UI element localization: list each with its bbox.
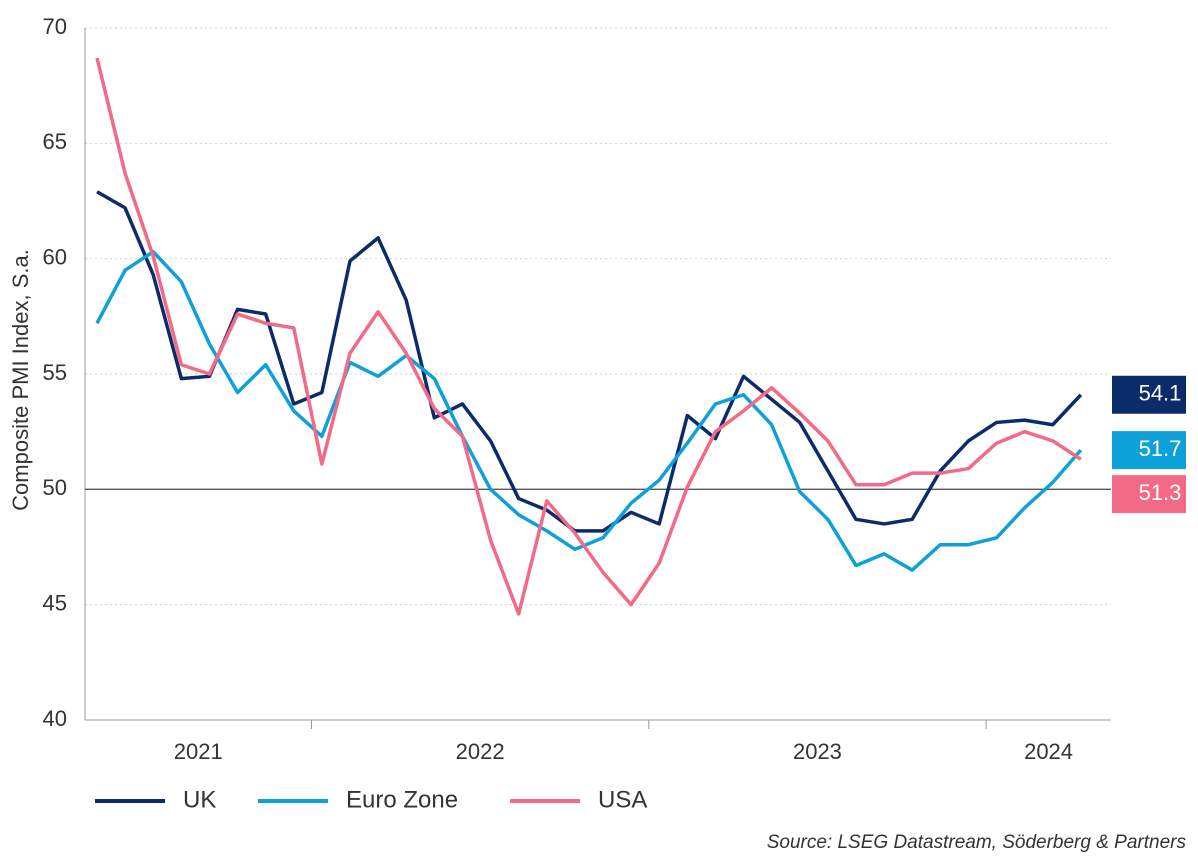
end-label-box (1112, 475, 1186, 514)
legend-label: USA (598, 786, 647, 813)
end-label: 54.1 (1139, 381, 1182, 406)
end-label: 51.7 (1139, 436, 1182, 461)
series-line (96, 190, 1083, 533)
x-tick-label: 2022 (456, 739, 505, 764)
end-label: 51.3 (1139, 480, 1182, 505)
y-tick-label: 60 (43, 244, 67, 269)
y-tick-label: 40 (43, 706, 67, 731)
series-line (95, 249, 1083, 572)
y-tick-label: 50 (43, 475, 67, 500)
y-tick-label: 45 (43, 590, 67, 615)
legend-label: UK (183, 786, 216, 813)
end-label-box (1112, 431, 1186, 470)
y-axis-label: Composite PMI Index, S.a. (8, 249, 33, 511)
x-tick-label: 2023 (793, 739, 842, 764)
series-line (95, 57, 1082, 616)
end-label-box (1112, 375, 1186, 414)
y-tick-label: 65 (43, 129, 67, 154)
y-tick-label: 55 (43, 360, 67, 385)
y-tick-label: 70 (43, 14, 67, 39)
source: Source: LSEG Datastream, Söderberg & Par… (767, 832, 1187, 853)
x-tick-label: 2024 (1024, 739, 1073, 764)
x-tick-label: 2021 (174, 739, 223, 764)
legend-label: Euro Zone (346, 786, 458, 813)
